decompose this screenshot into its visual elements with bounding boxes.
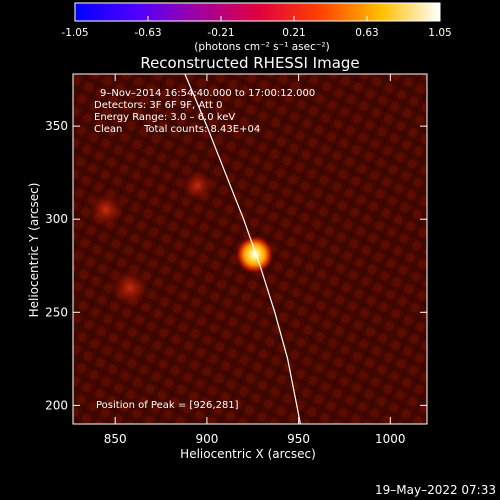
plot-frame [72,73,428,425]
timestamp: 19–May–2022 07:33 [375,483,496,497]
colorbar-tick-label: 0.63 [355,27,378,39]
colorbar-ticks: -1.05 -0.63 -0.21 0.21 0.63 1.05 [61,16,452,39]
plot-image [73,74,427,424]
secondary-source-1 [88,191,125,228]
annotation-peak-position: Position of Peak = [926,281] [96,400,239,411]
y-tick-label: 350 [45,119,68,133]
x-tick-label: 850 [104,432,127,446]
colorbar-tick-label: 0.21 [282,27,305,39]
annotation-energy: Energy Range: 3.0 – 6.0 keV [94,112,235,123]
y-tick-label: 250 [45,305,68,319]
colorbar-tick-label: 1.05 [428,27,451,39]
y-axis-label: Heliocentric Y (arcsec) [27,183,41,318]
annotation-method: Clean [94,124,122,135]
annotation-time: 9–Nov–2014 16:54:40.000 to 17:00:12.000 [100,88,315,99]
colorbar [74,2,441,22]
x-tick-label: 1000 [375,432,406,446]
chart-title: Reconstructed RHESSI Image [140,54,359,72]
colorbar-unit-label: (photons cm⁻² s⁻¹ asec⁻²) [194,41,329,53]
x-axis-ticks: 850 900 950 1000 [104,74,406,446]
y-tick-label: 300 [45,212,68,226]
solar-limb-curve [184,74,301,424]
x-axis-label: Heliocentric X (arcsec) [180,447,316,461]
colorbar-tick-label: -0.63 [134,27,161,39]
annotation-detectors: Detectors: 3F 6F 9F, Att 0 [94,100,222,111]
x-tick-label: 950 [287,432,310,446]
secondary-source-2 [181,169,214,202]
y-tick-label: 200 [45,398,68,412]
colorbar-tick-label: -1.05 [61,27,88,39]
secondary-source-0 [110,268,150,308]
colorbar-tick-label: -0.21 [207,27,234,39]
x-tick-label: 900 [195,432,218,446]
y-axis-ticks: 200 250 300 350 [45,119,427,412]
peak-source [235,235,274,274]
annotation-counts: Total counts: 8.43E+04 [143,124,260,135]
